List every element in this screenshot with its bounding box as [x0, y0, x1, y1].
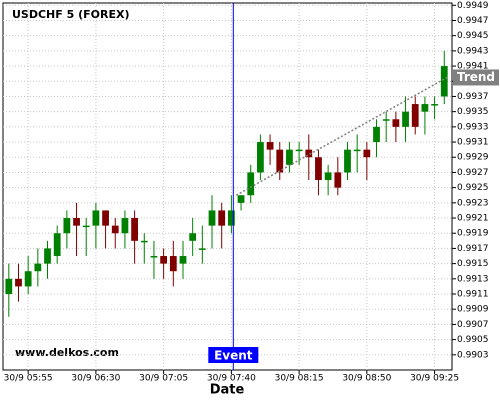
x-tick-label: 30/9 06:30 — [71, 374, 120, 384]
candle-body — [218, 210, 226, 226]
x-axis-title: Date — [210, 383, 245, 398]
watermark: www.delkos.com — [15, 346, 119, 359]
y-tick-label: 0.9903 — [457, 350, 489, 360]
candle-body — [53, 233, 61, 257]
candle-body — [179, 256, 187, 264]
y-tick-label: 0.9943 — [457, 46, 489, 56]
candle-body — [227, 210, 235, 226]
candle-body — [392, 119, 400, 127]
chart-title: USDCHF 5 (FOREX) — [12, 8, 129, 21]
candle-body — [169, 256, 177, 272]
candle-body — [140, 240, 148, 243]
y-tick-label: 0.9937 — [457, 92, 489, 102]
candle-body — [131, 218, 138, 241]
candle-body — [334, 172, 342, 188]
trend-line — [235, 76, 448, 196]
candle-body — [295, 149, 303, 152]
candle-body — [276, 149, 284, 173]
x-tick-label: 30/9 07:40 — [207, 374, 256, 384]
candle-body — [92, 210, 100, 226]
candle-body — [286, 149, 293, 165]
event-label-box — [208, 347, 259, 363]
y-tick-label: 0.9905 — [457, 335, 489, 345]
plot-area — [2, 2, 453, 371]
candle-body — [160, 256, 168, 264]
y-tick-label: 0.9909 — [457, 305, 489, 315]
x-tick-label: 30/9 05:55 — [4, 374, 53, 384]
candle-body — [150, 256, 158, 258]
candle-body — [121, 218, 129, 234]
candle-body — [198, 248, 206, 250]
y-tick-label: 0.9923 — [457, 198, 489, 208]
candle-body — [440, 66, 448, 97]
candle-body — [363, 149, 371, 158]
trend-label-box — [453, 69, 499, 86]
candle-body — [5, 278, 13, 295]
y-tick-label: 0.9921 — [457, 214, 489, 224]
candle-body — [324, 172, 332, 181]
candle-body — [382, 119, 390, 121]
candle-body — [373, 126, 380, 143]
y-tick-label: 0.9919 — [457, 229, 489, 239]
candle-body — [189, 233, 197, 241]
candle-body — [63, 218, 71, 234]
candle-body — [34, 263, 42, 272]
candle-body — [208, 210, 216, 226]
x-tick-label: 30/9 07:05 — [139, 374, 188, 384]
candle-body — [315, 157, 322, 181]
candle-body — [266, 142, 274, 150]
candle-body — [257, 142, 264, 173]
y-tick-label: 0.9933 — [457, 122, 489, 132]
candle-body — [353, 149, 361, 152]
x-tick-label: 30/9 08:15 — [275, 374, 324, 384]
x-tick-label: 30/9 08:50 — [342, 374, 391, 384]
y-tick-label: 0.9907 — [457, 320, 489, 330]
candle-body — [111, 225, 119, 234]
y-tick-label: 0.9925 — [457, 183, 489, 193]
y-tick-label: 0.9941 — [457, 62, 489, 72]
candle-body — [431, 104, 438, 106]
candle-body — [82, 225, 90, 228]
y-tick-label: 0.9927 — [457, 168, 489, 178]
y-tick-label: 0.9929 — [457, 153, 489, 163]
candle-body — [102, 210, 109, 226]
candle-body — [402, 111, 409, 127]
y-tick-label: 0.9947 — [457, 16, 489, 26]
candle-body — [73, 218, 80, 226]
y-tick-label: 0.9915 — [457, 259, 489, 269]
candle-body — [411, 104, 419, 127]
y-tick-label: 0.9945 — [457, 31, 489, 41]
candle-body — [344, 149, 351, 173]
y-tick-label: 0.9913 — [457, 274, 489, 284]
y-tick-label: 0.9935 — [457, 107, 489, 117]
y-tick-label: 0.9949 — [457, 1, 489, 11]
candle-body — [421, 104, 429, 112]
candle-body — [247, 172, 255, 196]
candle-body — [44, 248, 51, 264]
y-tick-label: 0.9911 — [457, 290, 489, 300]
candle-body — [24, 271, 32, 287]
y-tick-label: 0.9917 — [457, 244, 489, 254]
candle-body — [15, 278, 22, 287]
y-tick-label: 0.9931 — [457, 138, 489, 148]
x-tick-label: 30/9 09:25 — [410, 374, 459, 384]
candle-body — [305, 149, 313, 158]
candle-body — [237, 195, 245, 203]
event-label: Event — [214, 349, 253, 363]
trend-label: Trend — [457, 70, 495, 84]
